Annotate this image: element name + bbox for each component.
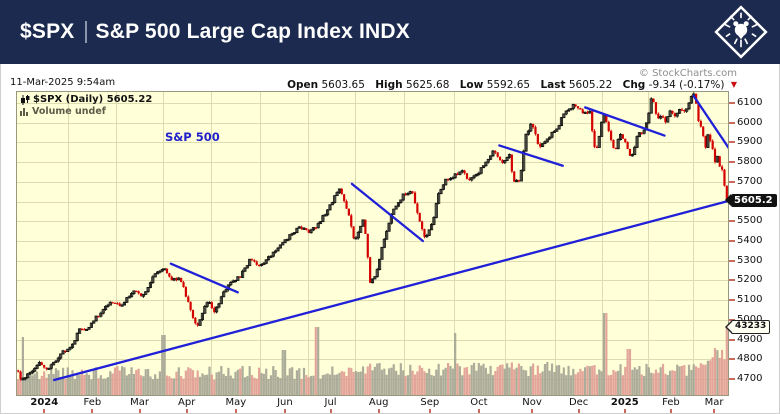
y-axis-tick — [729, 102, 735, 105]
last-label: Last — [540, 79, 566, 91]
x-axis-label: Nov — [522, 397, 542, 408]
low-label: Low — [459, 79, 484, 91]
copyright-notice: © StockCharts.com — [638, 68, 737, 79]
chg-label: Chg — [622, 79, 646, 91]
x-axis-tick — [713, 409, 716, 413]
x-axis-tick — [669, 409, 672, 413]
y-axis-label: 4700 — [737, 373, 763, 385]
x-axis-label: Jul — [324, 397, 337, 408]
ticker-symbol: $SPX — [20, 20, 75, 43]
y-axis-tick — [729, 279, 735, 282]
y-axis-label: 6100 — [737, 97, 763, 109]
x-axis-label: Apr — [178, 397, 196, 408]
candlestick-icon — [21, 94, 30, 105]
volume-bars-icon — [20, 107, 28, 116]
change-down-triangle-icon: ▼ — [730, 80, 737, 89]
x-axis-tick — [477, 409, 480, 413]
last-value: 5605.22 — [568, 79, 613, 91]
open-label: Open — [287, 79, 319, 91]
x-axis-label: Feb — [83, 397, 102, 408]
x-axis-tick — [428, 409, 431, 413]
y-axis-label: 5700 — [737, 175, 763, 187]
low-value: 5592.65 — [486, 79, 531, 91]
volume-legend: Volume undef — [20, 106, 106, 117]
x-axis-tick — [185, 409, 188, 413]
x-axis-label: Feb — [662, 397, 680, 408]
y-axis-tick — [729, 338, 735, 341]
y-axis-label: 5000 — [737, 314, 762, 326]
price-chart-canvas[interactable] — [17, 92, 728, 395]
header-bar: $SPX S&P 500 Large Cap Index INDX — [0, 0, 780, 64]
y-axis-tick — [729, 161, 735, 164]
chart-watermark-label: S&P 500 — [165, 130, 220, 144]
high-value: 5625.68 — [405, 79, 450, 91]
x-axis-label: Sep — [420, 397, 440, 408]
index-name: S&P 500 Large Cap Index INDX — [95, 20, 410, 43]
y-axis-label: 5200 — [737, 274, 763, 286]
last-price-badge: 5605.2 — [725, 194, 777, 207]
x-axis-tick — [377, 409, 380, 413]
y-axis-label: 5100 — [737, 294, 763, 306]
volume-badge: 43233 — [724, 320, 771, 334]
stockcharts-lion-logo[interactable] — [714, 5, 768, 59]
high-label: High — [375, 79, 403, 91]
y-axis-tick — [729, 240, 735, 243]
y-axis-tick — [729, 121, 735, 124]
x-axis-label: May — [225, 397, 247, 408]
title-divider — [84, 21, 87, 43]
y-axis-tick — [729, 180, 735, 183]
y-axis-label: 4900 — [737, 333, 763, 345]
y-axis-label: 5300 — [737, 254, 763, 266]
x-axis-tick — [623, 409, 626, 413]
y-axis-label: 5800 — [737, 156, 763, 168]
x-axis-tick — [577, 409, 580, 413]
x-axis-label: Aug — [368, 397, 389, 408]
page-title: $SPX S&P 500 Large Cap Index INDX — [20, 20, 410, 44]
x-axis-label: Mar — [704, 397, 724, 408]
x-axis-label: Oct — [470, 397, 488, 408]
open-value: 5603.65 — [321, 79, 365, 91]
y-axis-tick — [729, 141, 735, 144]
x-axis-tick — [138, 409, 141, 413]
x-axis-label: 2024 — [30, 397, 59, 408]
ohlc-quote-row: Open 5603.65 High 5625.68 Low 5592.65 La… — [280, 79, 737, 91]
x-axis-label: 2025 — [610, 397, 639, 408]
y-axis-tick — [729, 378, 735, 381]
y-axis-label: 5400 — [737, 235, 763, 247]
y-axis-label: 6000 — [737, 116, 763, 128]
x-axis-tick — [91, 409, 94, 413]
y-axis-label: 5900 — [737, 136, 763, 148]
x-axis-tick — [329, 409, 332, 413]
y-axis-tick — [729, 358, 735, 361]
y-axis-tick — [729, 299, 735, 302]
x-axis-label: Mar — [130, 397, 149, 408]
x-axis-label: Jun — [277, 397, 293, 408]
x-axis-tick — [234, 409, 237, 413]
chart-datetime: 11-Mar-2025 9:54am — [10, 77, 116, 88]
chart-plot-area[interactable]: $SPX (Daily) 5605.22 Volume undef S&P 50… — [16, 91, 729, 396]
y-axis-tick — [729, 318, 735, 321]
x-axis-tick — [43, 409, 46, 413]
x-axis-tick — [531, 409, 534, 413]
chg-value: -9.34 (-0.17%) — [648, 79, 725, 91]
y-axis-tick — [729, 259, 735, 262]
symbol-legend: $SPX (Daily) 5605.22 — [20, 94, 152, 105]
x-axis-label: Dec — [568, 397, 589, 408]
y-axis-tick — [729, 220, 735, 223]
y-axis-label: 5500 — [737, 215, 763, 227]
lion-diamond-icon — [714, 5, 768, 59]
x-axis-tick — [283, 409, 286, 413]
y-axis-label: 4800 — [737, 353, 763, 365]
